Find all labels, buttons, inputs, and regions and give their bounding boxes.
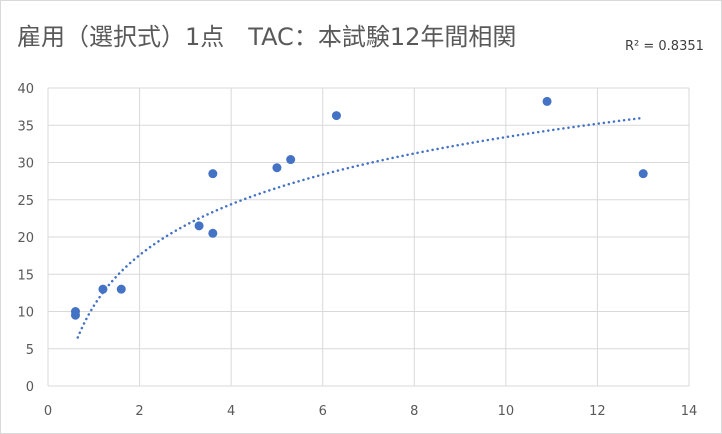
x-tick-label: 2 bbox=[135, 404, 143, 419]
data-point bbox=[331, 111, 341, 121]
y-tick-label: 15 bbox=[17, 268, 34, 283]
data-point bbox=[116, 284, 126, 294]
y-tick-label: 25 bbox=[17, 194, 34, 209]
y-tick-label: 20 bbox=[17, 231, 34, 246]
y-tick-label: 0 bbox=[26, 380, 34, 395]
x-tick-label: 6 bbox=[319, 404, 327, 419]
x-tick-label: 8 bbox=[410, 404, 418, 419]
y-tick-label: 10 bbox=[17, 306, 34, 321]
y-tick-label: 40 bbox=[17, 82, 34, 97]
chart-title: 雇用（選択式）1点 TAC：本試験12年間相関 bbox=[17, 23, 517, 51]
y-tick-label: 5 bbox=[26, 343, 34, 358]
data-point bbox=[194, 221, 204, 231]
data-point bbox=[638, 169, 648, 179]
data-point bbox=[98, 284, 108, 294]
y-tick-label: 35 bbox=[17, 119, 34, 134]
x-tick-label: 12 bbox=[589, 404, 606, 419]
data-point bbox=[208, 169, 218, 179]
r-squared-label: R² = 0.8351 bbox=[625, 39, 704, 54]
data-point bbox=[208, 228, 218, 238]
x-tick-label: 14 bbox=[681, 404, 698, 419]
data-point bbox=[272, 163, 282, 173]
data-point bbox=[286, 155, 296, 165]
x-tick-label: 4 bbox=[227, 404, 235, 419]
data-point bbox=[70, 310, 80, 320]
y-tick-label: 30 bbox=[17, 157, 34, 172]
x-tick-label: 0 bbox=[44, 404, 52, 419]
x-tick-label: 10 bbox=[498, 404, 515, 419]
data-point bbox=[542, 96, 552, 106]
trendline bbox=[76, 116, 643, 339]
